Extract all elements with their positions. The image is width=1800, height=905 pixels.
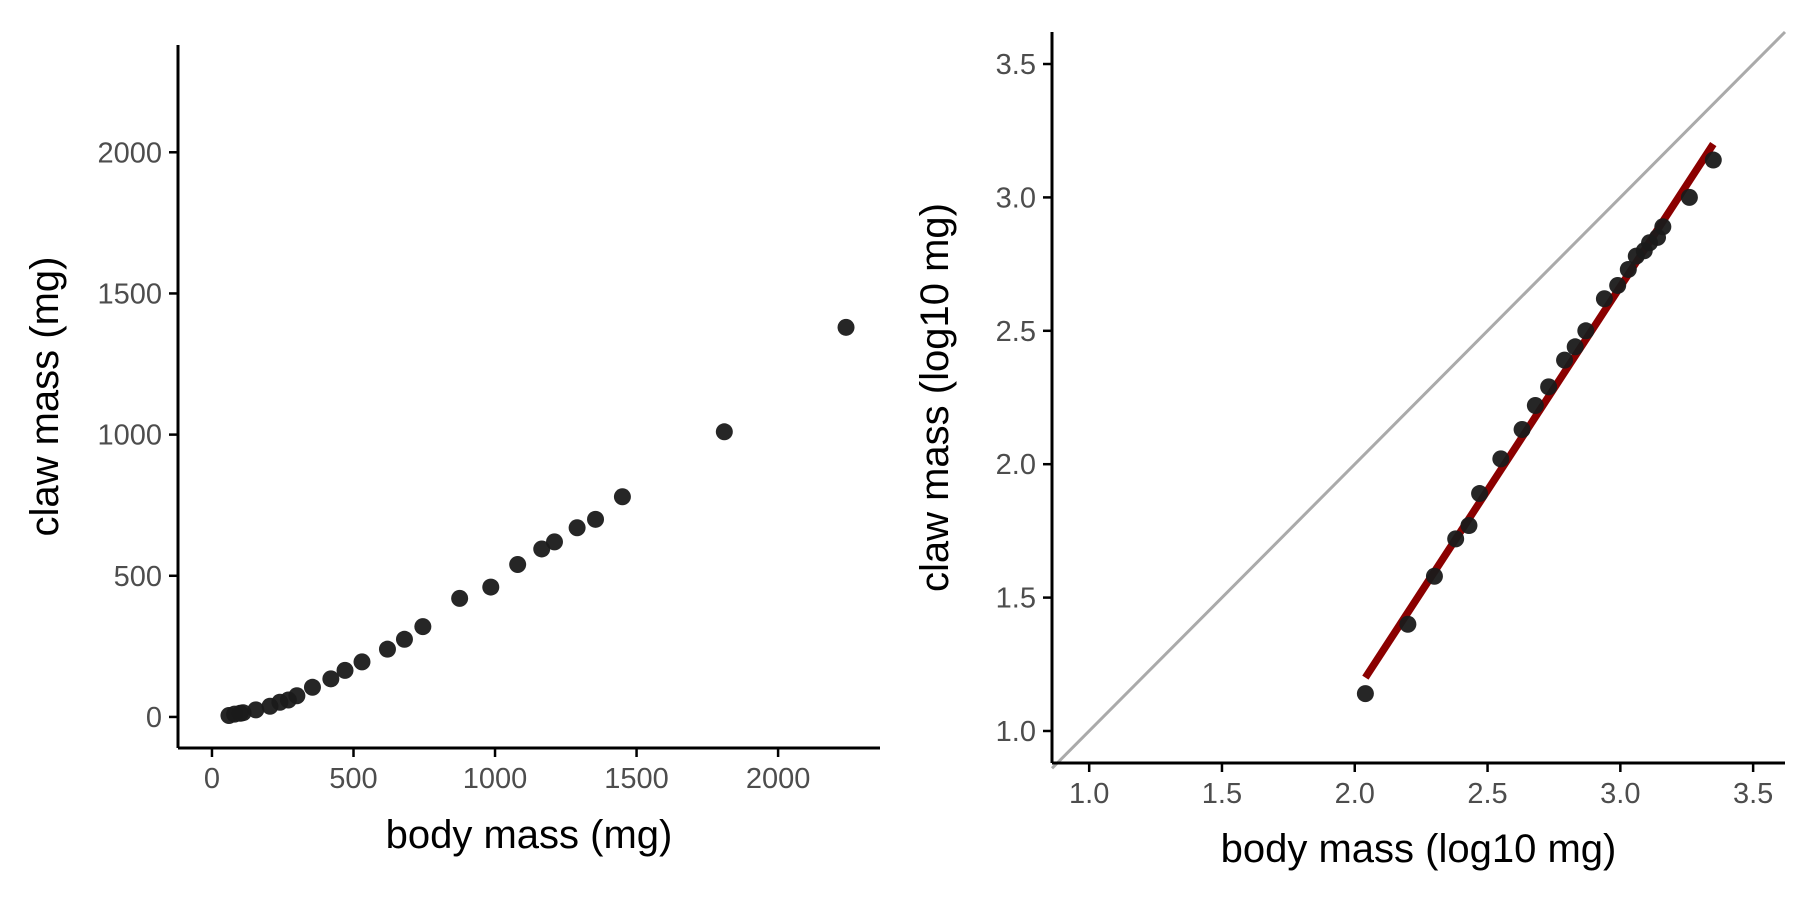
y-tick-label: 3.5 [996,49,1036,81]
right-panel-log: 1.0 1.5 2.0 2.5 3.0 3.5 1.0 1.5 2.0 2.5 3.0 3.5 body… [913,30,1787,871]
data-point [1556,351,1574,369]
data-point [1619,260,1637,278]
data-point [1425,567,1443,585]
x-tick-label: 500 [329,763,377,795]
data-point [288,687,306,705]
data-point [587,510,605,528]
y-tick-label: 500 [114,561,162,593]
data-point [1492,450,1510,468]
data-point [336,661,354,679]
y-tick-label: 1500 [97,278,162,310]
data-point [613,488,631,506]
data-point [1540,378,1558,396]
data-point [353,653,371,671]
x-tick-label: 3.0 [1600,778,1640,810]
data-point [1595,290,1613,308]
data-point [1654,218,1672,236]
x-tick-label: 2000 [746,763,811,795]
x-axis-title: body mass (mg) [386,813,673,857]
y-tick-label: 3.0 [996,182,1036,214]
data-point [509,555,527,573]
data-point [1471,485,1489,503]
data-point [395,630,413,648]
left-panel-linear: 0 500 1000 1500 2000 0 500 1000 1500 2000 body mas… [23,45,880,857]
x-tick-label: 1500 [604,763,669,795]
data-point [715,423,733,441]
data-point [234,704,252,722]
data-point [568,519,586,537]
data-point [837,318,855,336]
x-tick-label: 2.5 [1467,778,1507,810]
identity-line [1050,30,1787,770]
y-axis-title: claw mass (mg) [23,256,67,536]
data-point [1680,188,1698,206]
y-axis-title: claw mass (log10 mg) [913,203,957,592]
data-point [1609,276,1627,294]
data-point [322,670,340,688]
y-tick-label: 1.5 [996,583,1036,615]
data-point [1577,322,1595,340]
data-point [533,540,551,558]
data-point [451,589,469,607]
y-tick-label: 2000 [97,137,162,169]
data-point [303,678,321,696]
data-point [1566,338,1584,356]
x-tick-label: 1.0 [1069,778,1109,810]
data-point [1526,397,1544,415]
y-tick-label: 2.0 [996,449,1036,481]
x-tick-label: 2.0 [1335,778,1375,810]
data-point [1460,517,1478,535]
data-point [545,533,563,551]
x-tick-label: 3.5 [1733,778,1773,810]
data-point [1356,685,1374,703]
data-point [1704,151,1722,169]
x-tick-label: 1000 [463,763,528,795]
y-tick-label: 1.0 [996,716,1036,748]
data-point [378,640,396,658]
x-tick-label: 1.5 [1202,778,1242,810]
data-point [1447,530,1465,548]
data-point [1513,421,1531,439]
data-point [247,701,265,719]
y-tick-label: 1000 [97,420,162,452]
x-tick-label: 0 [204,763,220,795]
data-point [1399,615,1417,633]
x-axis-title: body mass (log10 mg) [1221,827,1617,871]
y-tick-label: 0 [146,702,162,734]
data-point [482,578,500,596]
data-point [414,618,432,636]
y-tick-label: 2.5 [996,316,1036,348]
